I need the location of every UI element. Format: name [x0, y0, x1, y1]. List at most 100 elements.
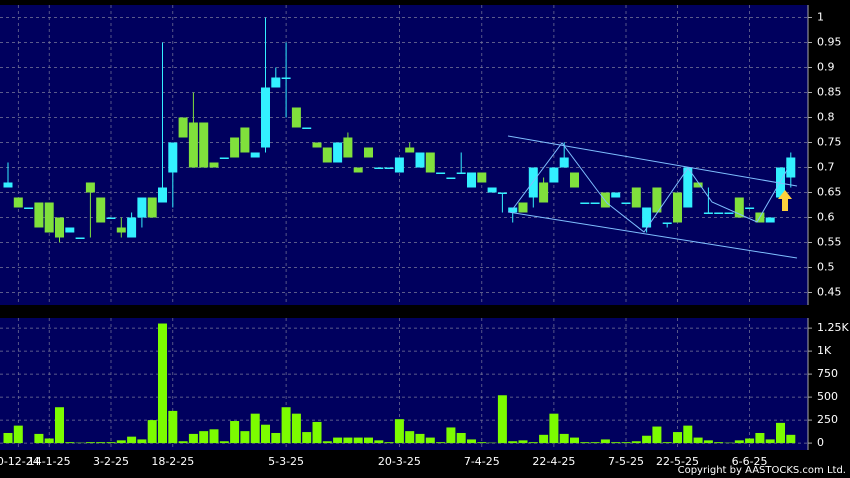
candle-body	[590, 202, 600, 204]
volume-bar	[508, 441, 518, 444]
candle-body	[456, 172, 466, 174]
candle-body	[703, 212, 713, 214]
candle-body	[467, 172, 476, 188]
candle-body	[343, 137, 353, 158]
volume-bar	[415, 433, 425, 444]
candle-body	[765, 217, 775, 223]
candle-body	[116, 227, 126, 233]
volume-bar	[55, 407, 64, 444]
candle-body	[724, 212, 734, 214]
x-tick-label: 22-4-25	[532, 455, 575, 468]
candle-body	[178, 117, 188, 138]
volume-bar	[106, 442, 116, 444]
candle-body	[3, 182, 13, 188]
candle-body	[302, 127, 312, 129]
candle-body	[24, 207, 34, 209]
trend-line	[507, 135, 798, 187]
candle-body	[188, 122, 198, 168]
volume-bar	[302, 432, 312, 444]
volume-bar	[477, 442, 487, 444]
candle-body	[271, 77, 281, 88]
y-tick-label: 1	[817, 11, 824, 24]
x-tick-label: 7-4-25	[464, 455, 500, 468]
volume-bar	[209, 429, 219, 444]
volume-bar	[467, 439, 476, 444]
x-tick-label: 6-6-25	[732, 455, 768, 468]
volume-panel	[0, 318, 808, 450]
candle-body	[85, 182, 95, 193]
y-tick-label: 750	[817, 367, 838, 380]
y-tick-label: 0.65	[817, 186, 842, 199]
x-tick-label: 14-1-25	[28, 455, 71, 468]
candle-body	[745, 207, 755, 209]
volume-bar	[353, 437, 363, 444]
candle-body	[549, 167, 559, 183]
candle-body	[199, 122, 209, 168]
volume-bar	[745, 438, 755, 444]
candle-body	[333, 142, 343, 163]
candle-body	[621, 202, 631, 204]
candle-body	[436, 172, 446, 174]
candle-body	[250, 152, 260, 158]
candle-body	[446, 177, 456, 179]
volume-bar	[683, 425, 693, 444]
price-panel	[0, 5, 808, 305]
volume-bar	[703, 440, 713, 444]
volume-bar	[580, 442, 590, 444]
x-tick-label: 7-5-25	[608, 455, 644, 468]
volume-bar	[147, 420, 157, 444]
candle-body	[776, 167, 785, 198]
candle-body	[683, 167, 693, 208]
volume-bar	[178, 441, 188, 444]
volume-bar	[693, 437, 703, 444]
candle-body	[364, 147, 373, 158]
candle-body	[96, 197, 106, 223]
candle-body	[137, 197, 147, 218]
volume-bar	[281, 407, 291, 444]
volume-bar	[261, 424, 270, 444]
candle-body	[261, 87, 270, 148]
candle-body	[405, 147, 415, 153]
x-tick-label: 18-2-25	[151, 455, 194, 468]
volume-bar	[291, 413, 301, 444]
volume-bar	[734, 440, 744, 444]
candle-body	[508, 207, 518, 213]
volume-bar	[446, 427, 456, 444]
candle-body	[528, 167, 538, 198]
volume-bar	[271, 432, 281, 444]
volume-bar	[776, 422, 785, 444]
volume-bar	[96, 442, 106, 444]
volume-bar	[673, 432, 682, 444]
candle-body	[415, 152, 425, 168]
volume-bar	[137, 439, 147, 444]
volume-bar	[425, 437, 435, 444]
volume-bar	[611, 442, 621, 444]
volume-bar	[230, 421, 240, 444]
volume-bar	[570, 437, 579, 444]
candle-body	[611, 192, 621, 198]
volume-bar	[158, 323, 167, 444]
candle-body	[374, 167, 384, 169]
volume-bar	[549, 413, 559, 444]
trend-lines	[507, 135, 798, 259]
y-tick-label: 0.55	[817, 236, 842, 249]
y-tick-label: 0.7	[817, 161, 835, 174]
volume-bar	[456, 432, 466, 444]
volume-bar	[168, 410, 178, 444]
volume-bar	[65, 442, 75, 444]
volume-bar	[652, 426, 662, 444]
volume-bar	[590, 442, 600, 444]
volume-bar	[755, 432, 765, 444]
y-tick-label: 0.8	[817, 111, 835, 124]
volume-bar	[116, 440, 126, 444]
volume-bar	[322, 441, 332, 444]
volume-bar	[384, 442, 394, 444]
volume-bar	[405, 431, 415, 444]
volume-bar	[631, 441, 641, 444]
volume-bar	[343, 437, 353, 444]
volume-bar	[436, 442, 446, 444]
candle-body	[487, 187, 497, 193]
y-tick-label: 250	[817, 413, 838, 426]
arrow	[778, 190, 792, 211]
